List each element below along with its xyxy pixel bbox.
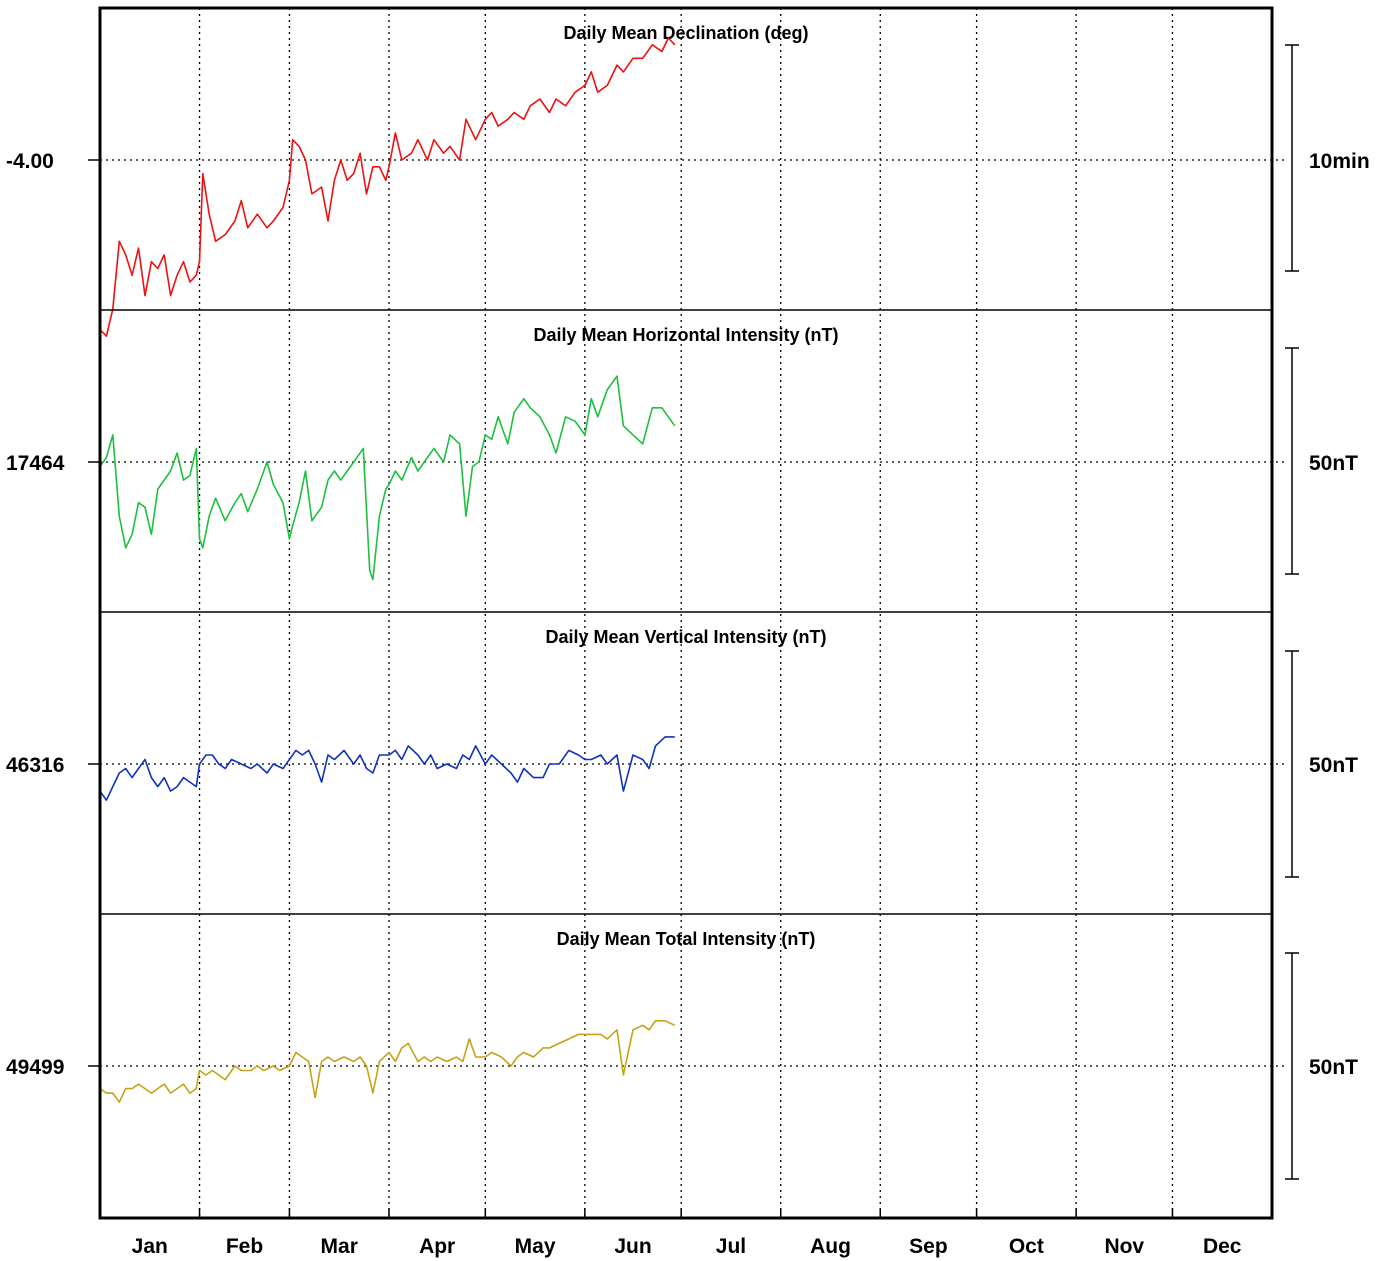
series-line [99,375,676,581]
x-tick-label: Apr [419,1235,455,1258]
series-line [99,37,676,337]
series-line [99,1020,676,1103]
panel-title: Daily Mean Total Intensity (nT) [557,929,816,949]
x-tick-label: Aug [810,1235,851,1258]
x-tick-label: Jan [132,1235,168,1258]
series-line [99,736,675,801]
scale-label: 50nT [1309,452,1358,475]
x-tick-label: Nov [1104,1235,1144,1258]
x-tick-label: Feb [226,1235,263,1258]
reference-value-label: -4.00 [6,150,54,173]
scale-label: 10min [1309,150,1370,173]
plot-frame [98,6,1274,1220]
x-tick-label: Jul [716,1235,746,1258]
scale-label: 50nT [1309,1056,1358,1079]
reference-value-label: 49499 [6,1056,64,1079]
x-tick-label: Dec [1203,1235,1242,1258]
x-tick-label: Jun [614,1235,651,1258]
panel-title: Daily Mean Vertical Intensity (nT) [545,627,826,647]
reference-value-label: 17464 [6,452,65,475]
x-tick-label: Oct [1009,1235,1044,1258]
panel-title: Daily Mean Declination (deg) [563,23,808,43]
x-tick-label: Mar [321,1235,358,1258]
panel-title: Daily Mean Horizontal Intensity (nT) [533,325,838,345]
x-tick-label: Sep [909,1235,948,1258]
scale-label: 50nT [1309,754,1358,777]
reference-value-label: 46316 [6,754,64,777]
x-tick-label: May [515,1235,556,1258]
